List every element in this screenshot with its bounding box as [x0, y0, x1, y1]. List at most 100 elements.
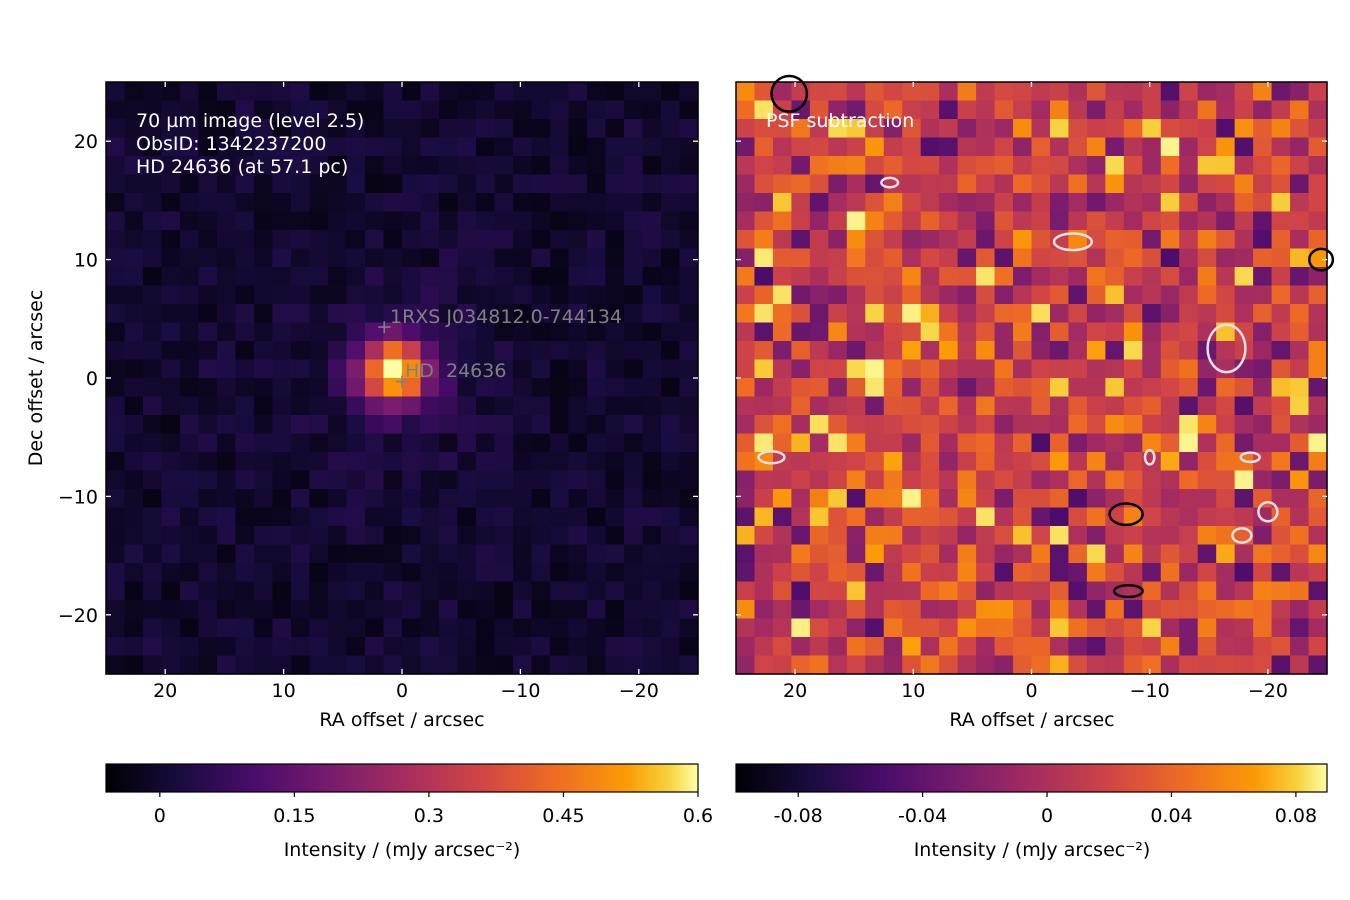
heatmap-pixel: [1197, 470, 1217, 490]
heatmap-pixel: [1013, 378, 1033, 398]
heatmap-pixel: [679, 378, 699, 398]
heatmap-pixel: [865, 304, 885, 324]
heatmap-pixel: [143, 433, 163, 453]
heatmap-pixel: [476, 637, 496, 657]
heatmap-pixel: [161, 396, 181, 416]
heatmap-pixel: [587, 359, 607, 379]
heatmap-pixel: [1271, 581, 1291, 601]
heatmap-pixel: [587, 230, 607, 250]
heatmap-pixel: [809, 137, 829, 157]
heatmap-pixel: [1031, 452, 1051, 472]
heatmap-pixel: [976, 544, 996, 564]
heatmap-pixel: [772, 415, 793, 435]
heatmap-pixel: [476, 82, 496, 102]
heatmap-pixel: [531, 156, 551, 176]
heatmap-pixel: [328, 211, 348, 231]
heatmap-pixel: [180, 581, 200, 601]
heatmap-pixel: [679, 359, 699, 379]
heatmap-pixel: [679, 544, 699, 564]
heatmap-pixel: [1234, 489, 1254, 509]
heatmap-pixel: [865, 359, 885, 379]
heatmap-pixel: [642, 618, 662, 638]
heatmap-pixel: [976, 470, 996, 490]
heatmap-pixel: [457, 581, 477, 601]
heatmap-pixel: [624, 82, 644, 102]
heatmap-pixel: [143, 415, 163, 435]
heatmap-pixel: [328, 470, 348, 490]
heatmap-pixel: [513, 507, 533, 527]
heatmap-pixel: [494, 137, 514, 157]
heatmap-pixel: [494, 655, 514, 675]
heatmap-pixel: [124, 193, 144, 213]
heatmap-pixel: [494, 637, 514, 657]
heatmap-pixel: [346, 378, 366, 398]
heatmap-pixel: [902, 396, 922, 416]
heatmap-pixel: [531, 193, 551, 213]
heatmap-pixel: [1086, 322, 1106, 342]
heatmap-pixel: [217, 526, 237, 546]
heatmap-pixel: [346, 100, 366, 120]
heatmap-pixel: [161, 359, 181, 379]
heatmap-pixel: [1216, 304, 1236, 324]
heatmap-pixel: [420, 322, 440, 342]
heatmap-pixel: [939, 322, 959, 342]
heatmap-pixel: [1105, 655, 1125, 675]
heatmap-pixel: [106, 137, 126, 157]
heatmap-pixel: [1234, 544, 1254, 564]
heatmap-pixel: [1179, 581, 1199, 601]
heatmap-pixel: [402, 174, 422, 194]
heatmap-pixel: [661, 119, 681, 139]
heatmap-pixel: [736, 378, 756, 398]
heatmap-pixel: [328, 100, 348, 120]
heatmap-pixel: [309, 304, 329, 324]
heatmap-pixel: [1197, 100, 1217, 120]
heatmap-pixel: [180, 378, 200, 398]
heatmap-pixel: [1123, 415, 1143, 435]
heatmap-pixel: [809, 396, 829, 416]
heatmap-pixel: [976, 526, 996, 546]
heatmap-pixel: [1105, 415, 1125, 435]
heatmap-pixel: [1013, 563, 1033, 583]
heatmap-pixel: [1049, 396, 1070, 416]
colorbar-tick-label: 0: [154, 805, 166, 827]
heatmap-pixel: [1216, 137, 1236, 157]
heatmap-pixel: [1290, 230, 1310, 250]
heatmap-pixel: [1308, 415, 1328, 435]
heatmap-pixel: [402, 137, 422, 157]
heatmap-pixel: [1179, 267, 1199, 287]
heatmap-pixel: [272, 526, 292, 546]
heatmap-pixel: [531, 544, 551, 564]
heatmap-pixel: [1049, 563, 1070, 583]
heatmap-pixel: [476, 230, 496, 250]
heatmap-pixel: [346, 452, 366, 472]
heatmap-pixel: [939, 248, 959, 268]
heatmap-pixel: [772, 600, 793, 620]
heatmap-pixel: [791, 618, 811, 638]
heatmap-pixel: [661, 100, 681, 120]
heatmap-pixel: [846, 637, 866, 657]
heatmap-pixel: [1049, 526, 1070, 546]
heatmap-pixel: [1197, 637, 1217, 657]
heatmap-pixel: [383, 267, 403, 287]
heatmap-pixel: [346, 637, 366, 657]
heatmap-pixel: [624, 378, 644, 398]
heatmap-pixel: [1216, 285, 1236, 305]
heatmap-pixel: [254, 415, 274, 435]
heatmap-pixel: [1197, 396, 1217, 416]
heatmap-pixel: [198, 230, 218, 250]
heatmap-pixel: [1031, 82, 1051, 102]
heatmap-pixel: [642, 655, 662, 675]
heatmap-pixel: [1197, 267, 1217, 287]
heatmap-pixel: [1290, 211, 1310, 231]
heatmap-pixel: [1142, 378, 1162, 398]
heatmap-pixel: [920, 211, 940, 231]
heatmap-pixel: [1105, 211, 1125, 231]
heatmap-pixel: [106, 341, 126, 361]
heatmap-pixel: [1271, 637, 1291, 657]
heatmap-pixel: [1271, 82, 1291, 102]
heatmap-pixel: [957, 581, 977, 601]
heatmap-pixel: [1160, 470, 1180, 490]
heatmap-pixel: [1068, 137, 1088, 157]
heatmap-pixel: [346, 174, 366, 194]
heatmap-pixel: [828, 341, 848, 361]
